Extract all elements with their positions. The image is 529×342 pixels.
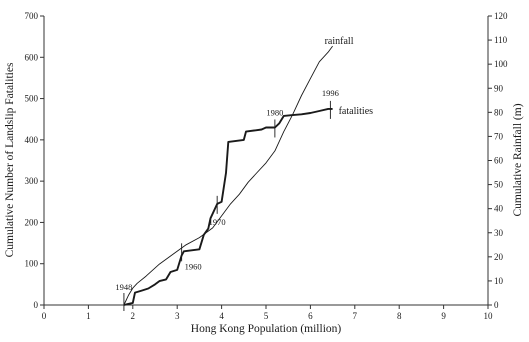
annotation-label-1996: 1996	[322, 88, 339, 98]
series-layer: rainfall fatalities	[123, 36, 374, 306]
series-rainfall-line	[123, 45, 333, 306]
y-left-tick-label: 700	[25, 11, 39, 21]
y-left-tick-label: 400	[25, 135, 39, 145]
x-tick-label: 5	[264, 311, 269, 321]
x-tick-label: 10	[484, 311, 494, 321]
y-right-axis-title: Cumulative Rainfall (m)	[512, 103, 524, 216]
y-left-tick-label: 0	[34, 300, 39, 310]
x-axis-title: Hong Kong Population (million)	[191, 323, 342, 335]
y-right-tick-label: 60	[494, 156, 504, 166]
x-tick-label: 6	[308, 311, 313, 321]
y-left-tick-label: 600	[25, 52, 39, 62]
y-right-tick-label: 50	[494, 180, 504, 190]
y-right-tick-label: 120	[494, 11, 508, 21]
y-right-tick-label: 40	[494, 204, 504, 214]
x-tick-label: 9	[441, 311, 446, 321]
y-left-tick-label: 200	[25, 217, 39, 227]
annotation-label-1948: 1948	[115, 282, 132, 292]
x-tick-label: 7	[353, 311, 358, 321]
y-left-tick-label: 500	[25, 94, 39, 104]
y-left-tick-label: 100	[25, 259, 39, 269]
plot-frame	[43, 16, 489, 306]
y-right-tick-label: 0	[494, 300, 499, 310]
annotation-label-1970: 1970	[209, 217, 226, 227]
x-tick-label: 8	[397, 311, 402, 321]
y-left-axis-title: Cumulative Number of Landslip Fatalities	[4, 62, 16, 257]
y-right-tick-label: 30	[494, 228, 504, 238]
y-right-tick-label: 80	[494, 107, 504, 117]
y-right-tick-label: 20	[494, 252, 504, 262]
y-right-tick-label: 70	[494, 131, 504, 141]
x-tick-label: 4	[219, 311, 224, 321]
y-right-axis-ticks: 0 10 20 30 40 50 60 70 80 90 100 110 120	[488, 11, 508, 310]
x-tick-label: 2	[131, 311, 136, 321]
annotation-label-1980: 1980	[266, 107, 283, 117]
y-right-tick-label: 10	[494, 276, 504, 286]
series-label-rainfall: rainfall	[325, 36, 354, 47]
y-right-tick-label: 100	[494, 59, 508, 69]
annotation-layer: 1948 1960 1970 1980 1996	[115, 88, 339, 311]
x-tick-label: 3	[175, 311, 180, 321]
series-label-fatalities: fatalities	[339, 106, 374, 117]
x-axis-ticks: 0 1 2 3 4 5 6 7 8 9 10	[42, 305, 493, 321]
y-right-tick-label: 110	[494, 35, 508, 45]
y-left-tick-label: 300	[25, 176, 39, 186]
x-tick-label: 1	[86, 311, 91, 321]
y-left-axis-ticks: 0 100 200 300 400 500 600 700	[25, 11, 44, 310]
x-tick-label: 0	[42, 311, 47, 321]
y-right-tick-label: 90	[494, 83, 504, 93]
annotation-label-1960: 1960	[185, 261, 202, 271]
